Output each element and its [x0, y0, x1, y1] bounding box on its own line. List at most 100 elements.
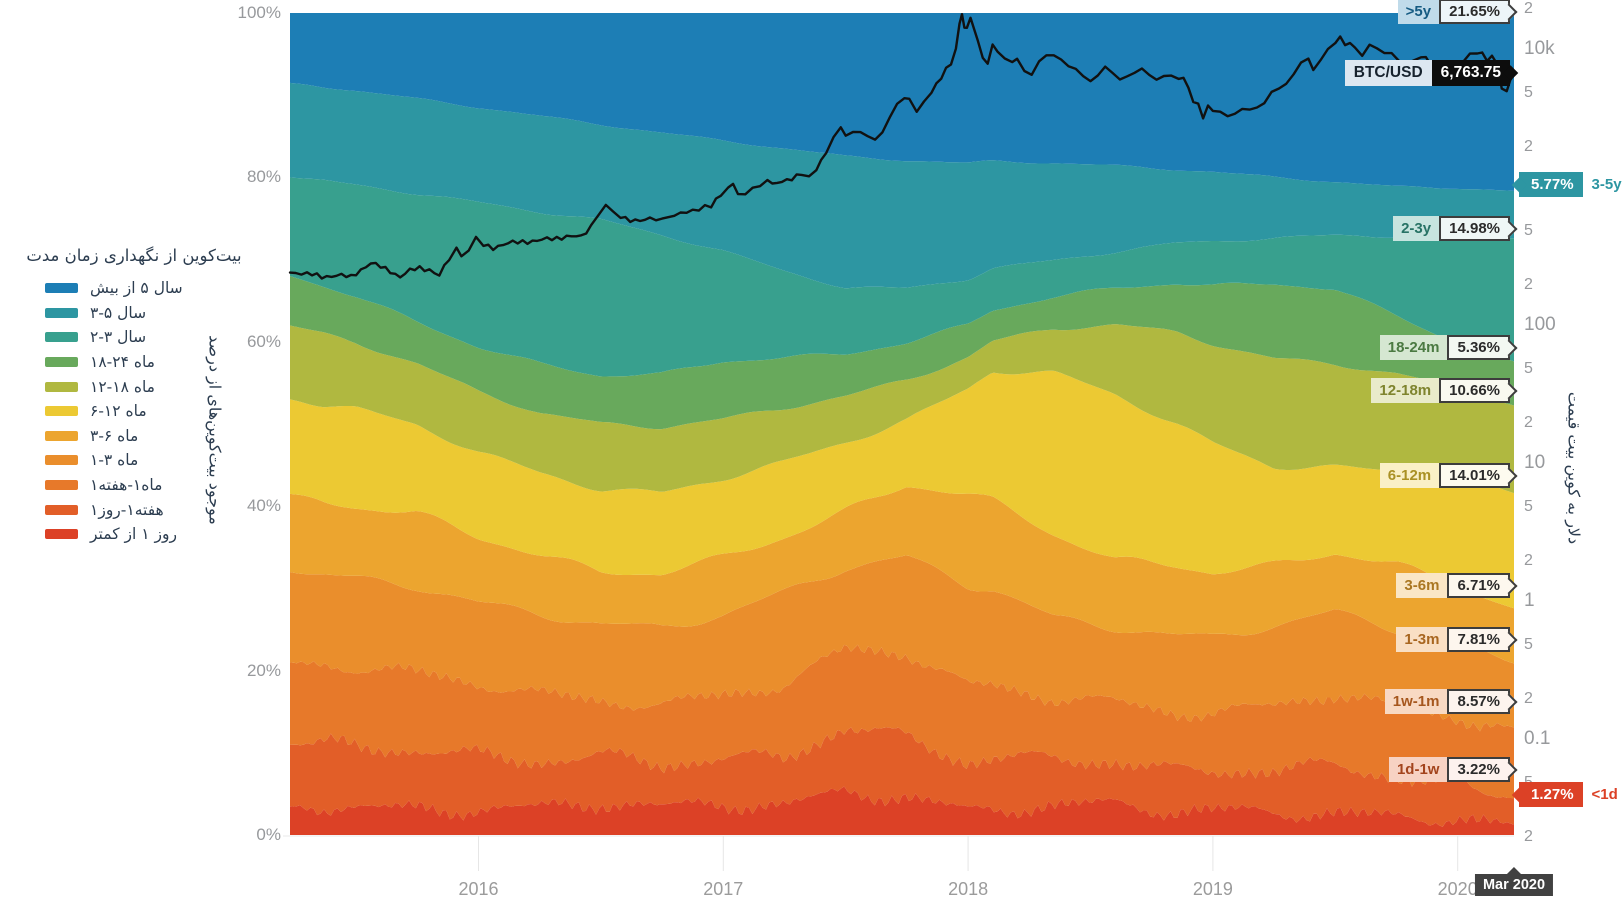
price-tick-label-20000: 2 [1524, 0, 1533, 18]
price-tick-label-500: 5 [1524, 221, 1533, 239]
legend-swatch-icon [45, 332, 78, 343]
band-3-5y[interactable] [290, 82, 1514, 289]
badge-range-label: 2-3y [1393, 216, 1440, 241]
legend-swatch-icon [45, 430, 78, 441]
year-tick-label-2018: 2018 [948, 879, 989, 899]
badge-2-3y[interactable]: 2-3y 14.98% [1393, 216, 1517, 241]
legend-item-gt5y[interactable]: بیش ‎از ‎۵ ‎سال [45, 276, 183, 301]
badge-3-6m[interactable]: 3-6m 6.71% [1396, 573, 1517, 598]
percent-tick-label-80: 80% [246, 167, 281, 187]
legend-item-3-6m[interactable]: ۳-۶ ‎ماه [45, 424, 183, 449]
band-18-24m[interactable] [290, 276, 1514, 430]
price-tick-label-5: 5 [1524, 497, 1533, 515]
legend-item-label: کمتر ‎از ‎۱ ‎روز [90, 525, 177, 544]
badge-6-12m[interactable]: 6-12m 14.01% [1379, 463, 1517, 488]
current-date-badge[interactable]: Mar 2020 [1474, 874, 1554, 896]
legend-item-label: بیش ‎از ‎۵ ‎سال [90, 279, 183, 298]
badge-range-label: 1w-1m [1384, 689, 1448, 714]
price-tick-label-0.5: 5 [1524, 635, 1533, 653]
badge-gt5y[interactable]: >5y 21.65% [1397, 0, 1517, 24]
legend-item-2-3y[interactable]: ۲-۳ ‎سال [45, 325, 183, 350]
badge-percent-value: 3.22% [1447, 757, 1517, 782]
legend-item-6-12m[interactable]: ۶-۱۲ ‎ماه [45, 399, 183, 424]
legend-item-1-3m[interactable]: ۱-۳ ‎ماه [45, 448, 183, 473]
legend-item-lt1d[interactable]: کمتر ‎از ‎۱ ‎روز [45, 522, 183, 547]
band-1-3m[interactable] [290, 555, 1514, 732]
badge-percent-value: 14.01% [1439, 463, 1517, 488]
btc-usd-price-line[interactable] [288, 13, 1516, 280]
band-lt1d[interactable] [290, 786, 1514, 835]
legend-swatch-icon [45, 406, 78, 417]
legend-item-12-18m[interactable]: ۱۲-۱۸ ‎ماه [45, 374, 183, 399]
price-tick-label-0.1: 0.1 [1524, 728, 1551, 749]
legend-item-1d-1w[interactable]: ۱روز‎-‎۱هفته [45, 497, 183, 522]
legend-item-1w-1m[interactable]: ۱هفته‎-‎۱ماه [45, 473, 183, 498]
badge-percent-value: 6.71% [1447, 573, 1517, 598]
badge-range-label: 6-12m [1379, 463, 1440, 488]
badge-percent-value: 8.57% [1447, 689, 1517, 714]
badge-percent-value: 5.36% [1447, 335, 1517, 360]
band-6-12m[interactable] [290, 370, 1514, 609]
legend: بیش ‎از ‎۵ ‎سال ۳-۵ ‎سال ۲-۳ ‎سال ۱۸-۲۴ ‎ما… [45, 276, 183, 547]
price-tick-label-2000: 2 [1524, 138, 1533, 156]
band-1w-1m[interactable] [290, 644, 1514, 799]
band-1d-1w[interactable] [290, 727, 1514, 827]
price-tick-label-50: 5 [1524, 359, 1533, 377]
price-tick-label-2: 2 [1524, 552, 1533, 570]
legend-item-18-24m[interactable]: ۱۸-۲۴ ‎ماه [45, 350, 183, 375]
badge-12-18m[interactable]: 12-18m 10.66% [1371, 378, 1517, 403]
badge-range-label: 1d-1w [1388, 757, 1448, 782]
price-tick-label-5000: 5 [1524, 83, 1533, 101]
badge-1-3m[interactable]: 1-3m 7.81% [1396, 627, 1517, 652]
badge-range-label: 3-6m [1396, 573, 1448, 598]
percent-tick-label-40: 40% [246, 496, 281, 516]
price-tick-label-0.02: 2 [1524, 828, 1533, 846]
btc-usd-pair-label: BTC/USD [1344, 60, 1432, 86]
badge-percent-value: 1.27% [1511, 782, 1583, 807]
badge-range-label: 1-3m [1396, 627, 1448, 652]
legend-swatch-icon [45, 529, 78, 540]
price-tick-label-100: 100 [1524, 314, 1556, 335]
band-3-6m[interactable] [290, 487, 1514, 664]
legend-swatch-icon [45, 283, 78, 294]
badge-range-label: 3-5y [1591, 176, 1622, 193]
legend-swatch-icon [45, 455, 78, 466]
legend-item-label: ۶-۱۲ ‎ماه [90, 402, 147, 421]
legend-swatch-icon [45, 307, 78, 318]
badge-percent-value: 14.98% [1439, 216, 1517, 241]
legend-title: مدت ‎زمان ‎نگهداری ‎از ‎بیت‌کوین [26, 246, 242, 265]
band-12-18m[interactable] [290, 324, 1514, 494]
badge-range-label: >5y [1397, 0, 1440, 24]
badge-3-5y[interactable]: 5.77% 3-5y [1511, 172, 1622, 197]
badge-range-label: 12-18m [1371, 378, 1440, 403]
right-axis-label: قیمت ‎بیت ‎کوین ‎به ‎دلار [1564, 391, 1584, 545]
year-tick-label-2017: 2017 [703, 879, 744, 899]
btc-usd-price-value: 6,763.75 [1431, 60, 1519, 86]
legend-item-3-5y[interactable]: ۳-۵ ‎سال [45, 301, 183, 326]
legend-item-label: ۱۸-۲۴ ‎ماه [90, 353, 155, 372]
legend-item-label: ۳-۶ ‎ماه [90, 426, 139, 445]
badge-percent-value: 21.65% [1439, 0, 1517, 24]
band-2-3y[interactable] [290, 177, 1514, 377]
legend-item-label: ۱۲-۱۸ ‎ماه [90, 377, 155, 396]
band-gt5y[interactable] [290, 13, 1514, 191]
legend-swatch-icon [45, 357, 78, 368]
badge-1w-1m[interactable]: 1w-1m 8.57% [1384, 689, 1517, 714]
btc-usd-price-badge[interactable]: BTC/USD 6,763.75 [1344, 60, 1519, 86]
price-tick-label-10: 10 [1524, 452, 1546, 473]
percent-tick-label-20: 20% [246, 660, 281, 680]
badge-lt1d[interactable]: 1.27% <1d [1511, 782, 1618, 807]
legend-item-label: ۱هفته‎-‎۱ماه [90, 476, 163, 495]
year-tick-label-2019: 2019 [1192, 879, 1233, 899]
badge-percent-value: 7.81% [1447, 627, 1517, 652]
badge-1d-1w[interactable]: 1d-1w 3.22% [1388, 757, 1517, 782]
badge-18-24m[interactable]: 18-24m 5.36% [1379, 335, 1517, 360]
legend-item-label: ۱-۳ ‎ماه [90, 451, 139, 470]
legend-item-label: ۱روز‎-‎۱هفته [90, 500, 164, 519]
year-tick-label-2020: 2020 [1437, 879, 1478, 899]
year-tick-label-2016: 2016 [458, 879, 499, 899]
percent-tick-label-0: 0% [256, 825, 281, 844]
legend-swatch-icon [45, 480, 78, 491]
